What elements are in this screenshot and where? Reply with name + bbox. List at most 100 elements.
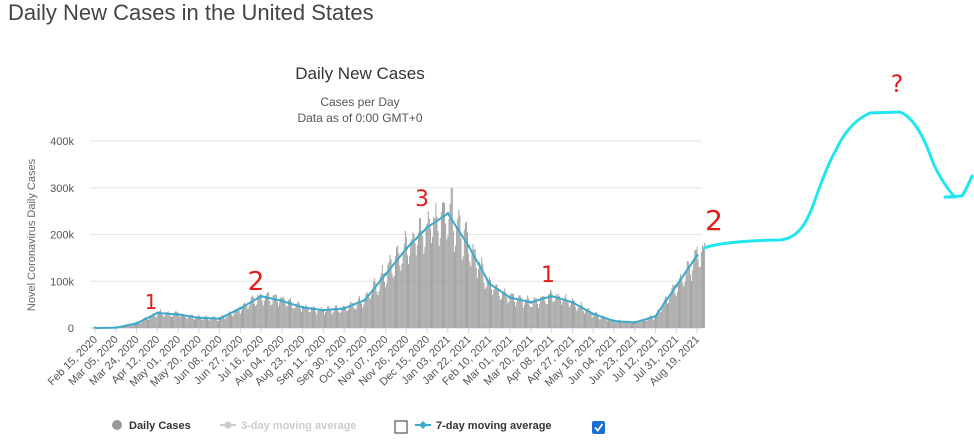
daily-case-bar: [443, 202, 444, 328]
daily-case-bar: [610, 319, 612, 328]
daily-case-bar: [650, 315, 652, 328]
daily-case-bar: [648, 317, 650, 328]
daily-case-bar: [635, 321, 637, 328]
seven-day-average-point: [259, 294, 263, 298]
daily-case-bar: [541, 296, 543, 328]
daily-case-bar: [671, 288, 673, 328]
daily-case-bar: [636, 322, 638, 328]
daily-case-bar: [307, 308, 309, 328]
daily-case-bar: [313, 306, 314, 328]
daily-case-bar: [338, 311, 340, 328]
daily-case-bar: [557, 293, 559, 328]
daily-case-bar: [247, 309, 249, 328]
daily-case-bar: [290, 297, 291, 328]
daily-case-bar: [505, 292, 507, 328]
daily-case-bar: [702, 245, 703, 328]
annotation-wave-3: 3: [415, 187, 429, 212]
daily-case-bar: [659, 312, 661, 328]
daily-case-bar: [601, 316, 603, 328]
daily-case-bar: [485, 287, 487, 328]
seven-day-average-point: [342, 306, 346, 310]
legend-daily-cases-marker: [112, 420, 122, 430]
page-title: Daily New Cases in the United States: [8, 0, 374, 25]
y-tick-label: 300k: [50, 183, 74, 195]
daily-case-bar: [612, 320, 614, 328]
daily-case-bar: [480, 264, 482, 328]
daily-case-bar: [562, 301, 564, 328]
daily-case-bar: [197, 317, 199, 328]
legend-daily-cases-label: Daily Cases: [129, 420, 191, 432]
daily-case-bar: [140, 323, 142, 328]
seven-day-average-point: [633, 320, 637, 324]
legend-item-daily-cases[interactable]: Daily Cases: [112, 420, 191, 432]
legend-item-7day-average[interactable]: 7-day moving average: [415, 420, 552, 432]
daily-case-bar: [657, 309, 659, 328]
daily-case-bar: [677, 282, 679, 328]
legend-item-3day-average[interactable]: 3-day moving average: [220, 420, 357, 432]
daily-case-bar: [490, 279, 491, 328]
daily-case-bar: [581, 305, 583, 328]
seven-day-average-point: [425, 225, 429, 229]
daily-case-bar: [574, 301, 576, 328]
daily-case-bar: [460, 238, 462, 328]
daily-case-bar: [127, 324, 129, 328]
daily-case-bar: [674, 293, 676, 328]
daily-case-bar: [547, 294, 549, 328]
daily-case-bar: [459, 215, 461, 328]
daily-case-bar: [538, 307, 540, 328]
daily-case-bar: [173, 313, 175, 328]
daily-case-bar: [665, 297, 667, 328]
daily-case-bar: [298, 303, 300, 328]
daily-case-bar: [696, 246, 698, 328]
seven-day-average-point: [550, 294, 554, 298]
daily-case-bar: [297, 301, 299, 328]
daily-case-bar: [178, 316, 180, 328]
daily-case-bar: [416, 244, 418, 328]
seven-day-line-group: [93, 211, 699, 330]
annotation-wave-2: 2: [248, 267, 265, 297]
daily-case-bar: [289, 299, 290, 328]
seven-day-average-point: [321, 308, 325, 312]
daily-case-bar: [341, 307, 343, 328]
checkbox-7day-average[interactable]: [592, 421, 605, 434]
daily-case-bar: [171, 316, 172, 328]
daily-case-bar: [656, 312, 658, 328]
daily-case-bar: [284, 303, 286, 328]
daily-case-bar: [320, 307, 322, 328]
daily-case-bar: [543, 295, 545, 328]
daily-case-bar: [553, 301, 555, 328]
daily-case-bar: [408, 264, 409, 328]
daily-case-bar: [304, 306, 306, 328]
daily-case-bar: [145, 317, 147, 328]
daily-case-bar: [618, 319, 620, 328]
checkbox-3day-average[interactable]: [394, 420, 408, 434]
daily-case-bar: [451, 187, 453, 328]
daily-case-bar: [475, 268, 477, 328]
daily-case-bar: [646, 320, 648, 328]
annotation-wave-1: 1: [145, 290, 158, 314]
daily-case-bar: [413, 233, 415, 328]
daily-case-bar: [540, 296, 542, 328]
daily-case-bar: [204, 316, 206, 328]
daily-case-bar: [308, 312, 310, 328]
daily-case-bar: [270, 305, 272, 328]
daily-case-bar: [334, 305, 336, 328]
seven-day-average-point: [384, 272, 388, 276]
daily-case-bar: [131, 324, 133, 328]
daily-case-bar: [482, 264, 484, 328]
daily-case-bar: [546, 303, 548, 328]
daily-case-bar: [698, 267, 700, 328]
seven-day-average-point: [301, 305, 305, 309]
daily-case-bar: [301, 311, 302, 328]
daily-case-bar: [126, 325, 128, 328]
daily-case-bar: [206, 315, 207, 328]
daily-case-bar: [322, 311, 324, 328]
daily-case-bar: [353, 307, 355, 328]
y-tick-label: 0: [68, 323, 74, 335]
daily-case-bar: [324, 314, 325, 328]
daily-case-bar: [669, 297, 671, 328]
daily-case-bar: [409, 255, 411, 328]
daily-case-bar: [685, 272, 687, 328]
daily-case-bar: [483, 282, 485, 328]
